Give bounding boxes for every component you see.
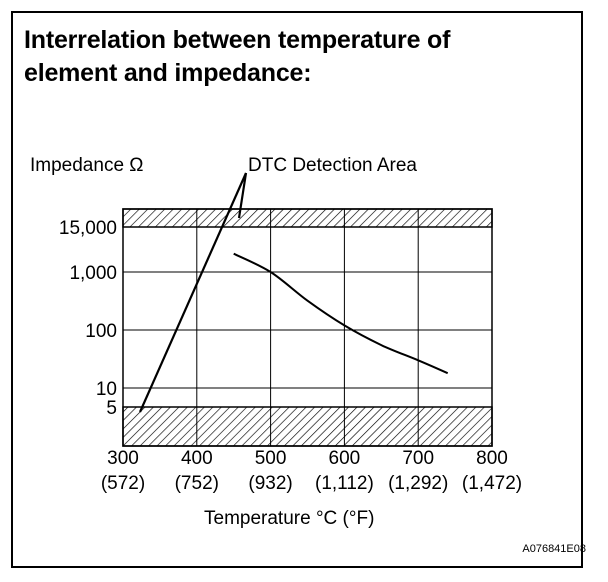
x-tick-label-c-2: 500 xyxy=(255,448,287,469)
x-tick-label-f-0: (572) xyxy=(101,473,145,494)
plot-border xyxy=(122,208,493,447)
figure-frame xyxy=(11,11,583,568)
x-tick-label-c-3: 600 xyxy=(329,448,361,469)
x-axis-label: Temperature °C (°F) xyxy=(204,508,375,529)
detection-area-1 xyxy=(122,208,493,228)
y-tick-label-1000: 1,000 xyxy=(69,263,117,284)
chart-title-line-2: element and impedance: xyxy=(24,59,312,87)
impedance-curve-1 xyxy=(233,252,449,375)
chart-title-line-1: Interrelation between temperature of xyxy=(24,26,451,54)
leader-line-lower xyxy=(138,172,248,413)
detection-area-2 xyxy=(122,406,493,447)
figure-id-label: A076841E08 xyxy=(522,543,586,555)
y-axis-label: Impedance Ω xyxy=(30,155,144,176)
y-tick-label-15000: 15,000 xyxy=(59,218,117,239)
x-tick-label-f-1: (752) xyxy=(175,473,219,494)
x-tick-label-f-3: (1,112) xyxy=(315,473,374,494)
x-tick-label-f-5: (1,472) xyxy=(462,473,522,494)
x-tick-label-c-4: 700 xyxy=(402,448,434,469)
x-tick-label-c-0: 300 xyxy=(107,448,139,469)
x-tick-label-c-1: 400 xyxy=(181,448,213,469)
x-tick-label-f-4: (1,292) xyxy=(388,473,448,494)
x-tick-label-f-2: (932) xyxy=(248,473,292,494)
x-tick-label-c-5: 800 xyxy=(476,448,508,469)
y-tick-label-100: 100 xyxy=(85,321,117,342)
y-tick-label-5: 5 xyxy=(106,398,117,419)
dtc-detection-area-annotation: DTC Detection Area xyxy=(248,155,417,176)
leader-line-upper xyxy=(237,172,248,219)
y-tick-label-10: 10 xyxy=(96,379,117,400)
